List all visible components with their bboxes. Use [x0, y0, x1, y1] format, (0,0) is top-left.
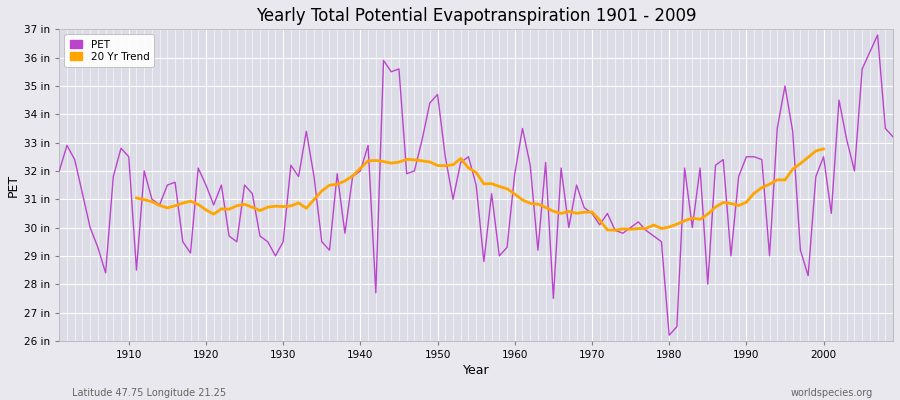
PET	[664, 333, 675, 338]
20 Yr Trend	[224, 207, 235, 212]
PET	[285, 163, 296, 168]
PET	[602, 211, 613, 216]
PET	[501, 245, 512, 250]
20 Yr Trend	[339, 178, 350, 183]
PET	[872, 32, 883, 37]
Title: Yearly Total Potential Evapotranspiration 1901 - 2009: Yearly Total Potential Evapotranspiratio…	[256, 7, 697, 25]
Legend: PET, 20 Yr Trend: PET, 20 Yr Trend	[65, 34, 155, 67]
PET	[509, 171, 520, 176]
20 Yr Trend	[818, 146, 829, 151]
20 Yr Trend	[609, 228, 620, 232]
PET	[332, 171, 343, 176]
20 Yr Trend	[795, 161, 806, 166]
20 Yr Trend	[617, 226, 628, 231]
Text: worldspecies.org: worldspecies.org	[791, 388, 873, 398]
X-axis label: Year: Year	[463, 364, 490, 377]
PET	[887, 134, 898, 139]
20 Yr Trend	[725, 201, 736, 206]
Line: PET: PET	[59, 35, 893, 335]
20 Yr Trend	[710, 205, 721, 210]
PET	[54, 168, 65, 173]
Y-axis label: PET: PET	[7, 174, 20, 197]
Line: 20 Yr Trend: 20 Yr Trend	[137, 149, 824, 230]
PET	[115, 146, 126, 151]
Text: Latitude 47.75 Longitude 21.25: Latitude 47.75 Longitude 21.25	[72, 388, 226, 398]
20 Yr Trend	[131, 196, 142, 200]
